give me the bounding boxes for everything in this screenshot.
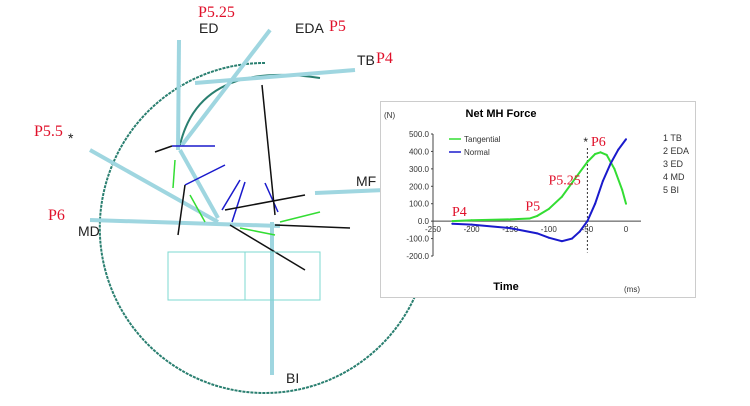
data-point xyxy=(574,176,577,179)
x-unit: (ms) xyxy=(624,285,640,294)
data-point xyxy=(605,153,608,156)
muscle-legend-item: 5 BI xyxy=(663,185,680,195)
data-point xyxy=(601,180,604,183)
net-mh-force-chart: Net MH Force (N) Time (ms) 1 TB 2 EDA 3 … xyxy=(380,101,696,298)
x-tick-label: -200 xyxy=(464,225,481,234)
y-tick-label: 0.0 xyxy=(418,217,430,226)
y-tick-label: 400.0 xyxy=(409,147,430,156)
muscle-legend-item: 2 EDA xyxy=(663,146,690,156)
x-axis-title: Time xyxy=(493,281,519,293)
phase-annotation: P4 xyxy=(452,205,467,220)
phase-annotation: P5 xyxy=(525,200,540,215)
data-point xyxy=(509,227,512,230)
phase-label-p55: P5.5 xyxy=(34,123,63,140)
muscle-label-tb: TB xyxy=(357,52,375,68)
data-point xyxy=(570,237,573,240)
data-point xyxy=(547,236,550,239)
y-tick-label: -100.0 xyxy=(406,235,429,244)
muscle-lines xyxy=(89,28,386,375)
box-right xyxy=(244,251,321,301)
data-point xyxy=(594,153,597,156)
series-line-normal xyxy=(452,138,627,243)
phase-label-p5: P5 xyxy=(329,18,346,35)
y-unit: (N) xyxy=(384,111,396,120)
data-point xyxy=(470,223,473,226)
data-point xyxy=(560,240,563,243)
muscle-label-ed: ED xyxy=(199,20,219,36)
data-point xyxy=(451,222,454,225)
y-tick-label: 100.0 xyxy=(409,200,430,209)
phase-label-p525: P5.25 xyxy=(198,4,235,21)
muscle-legend-item: 3 ED xyxy=(663,159,684,169)
phase-label-p4: P4 xyxy=(376,50,393,67)
phase-annotation: P5.25 xyxy=(549,174,581,189)
muscle-label-mf: MF xyxy=(356,173,377,189)
phase-label-p6: P6 xyxy=(48,207,65,224)
y-tick-label: 300.0 xyxy=(409,165,430,174)
data-point xyxy=(509,218,512,221)
data-point xyxy=(560,195,563,198)
force-arrows xyxy=(154,84,351,271)
data-point xyxy=(578,230,581,233)
tb-arc xyxy=(179,73,321,146)
muscle-label-bi: BI xyxy=(286,370,300,386)
data-point xyxy=(625,138,627,141)
x-tick-label: -150 xyxy=(502,225,519,234)
data-point xyxy=(536,214,539,217)
chart-svg: 500.0 400.0 300.0 200.0 100.0 0.0 -100.0 -200.0… xyxy=(406,130,641,261)
legend-label: Tangential xyxy=(464,135,501,144)
data-point xyxy=(451,220,454,223)
y-tick-label: -200.0 xyxy=(406,252,429,261)
y-tick-label: 500.0 xyxy=(409,130,430,139)
data-point xyxy=(586,220,589,223)
data-point xyxy=(609,162,612,165)
elbow-arc xyxy=(98,62,421,394)
data-point xyxy=(594,202,597,205)
muscle-legend: 1 TB 2 EDA 3 ED 4 MD 5 BI xyxy=(663,132,689,197)
data-point xyxy=(599,151,602,154)
box-left xyxy=(167,251,246,301)
data-point xyxy=(547,207,550,210)
muscle-label-eda: EDA xyxy=(295,20,324,36)
data-point xyxy=(528,217,531,220)
data-point xyxy=(621,188,624,191)
muscle-legend-item: 1 TB xyxy=(663,133,682,143)
data-point xyxy=(586,160,589,163)
data-point xyxy=(625,202,627,205)
legend-label: Normal xyxy=(464,148,490,157)
x-tick-label: 0 xyxy=(624,225,629,234)
y-tick-label: 200.0 xyxy=(409,182,430,191)
data-point xyxy=(536,232,539,235)
phase-annotation: P6 xyxy=(591,135,606,150)
data-point xyxy=(613,167,616,170)
data-point xyxy=(470,219,473,222)
data-point xyxy=(617,148,620,151)
x-tick-label: -100 xyxy=(541,225,558,234)
asterisk: * xyxy=(68,130,74,146)
muscle-legend-item: 4 MD xyxy=(663,172,685,182)
chart-title: Net MH Force xyxy=(465,108,537,120)
x-tick-label: -250 xyxy=(425,225,442,234)
muscle-label-md: MD xyxy=(78,223,100,239)
dashed-marker-label: * xyxy=(583,135,588,149)
